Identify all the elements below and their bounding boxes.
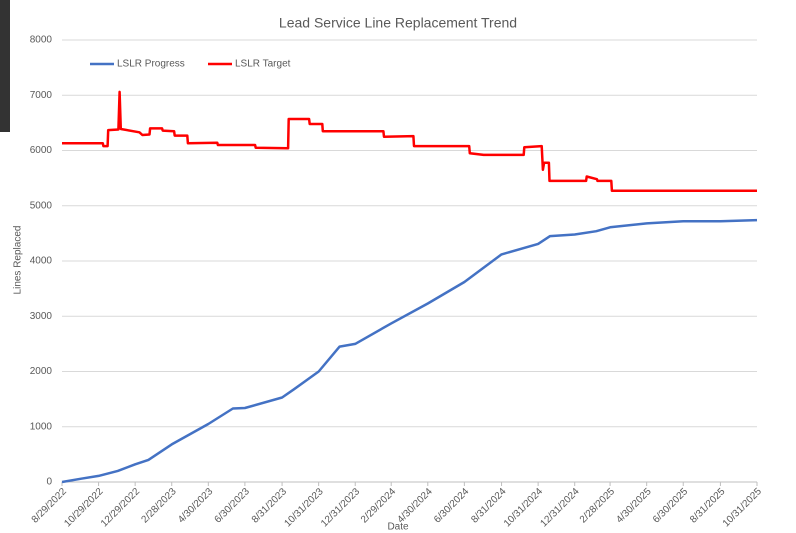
- y-tick-label: 3000: [30, 311, 53, 322]
- series-line: [61, 218, 758, 484]
- y-axis-label: Lines Replaced: [13, 226, 24, 295]
- y-tick-label: 8000: [30, 35, 53, 46]
- x-axis-label: Date: [387, 522, 409, 533]
- series-line: [62, 90, 757, 193]
- legend-label: LSLR Target: [235, 59, 291, 70]
- y-tick-label: 6000: [30, 145, 53, 156]
- y-tick-label: 5000: [30, 200, 53, 211]
- y-tick-label: 2000: [30, 366, 53, 377]
- image-fragment: [0, 0, 10, 132]
- y-tick-label: 1000: [30, 421, 53, 432]
- y-tick-label: 4000: [30, 256, 53, 267]
- chart-title: Lead Service Line Replacement Trend: [279, 15, 517, 31]
- legend-label: LSLR Progress: [117, 59, 185, 70]
- y-tick-label: 7000: [30, 90, 53, 101]
- y-tick-label: 0: [46, 477, 52, 488]
